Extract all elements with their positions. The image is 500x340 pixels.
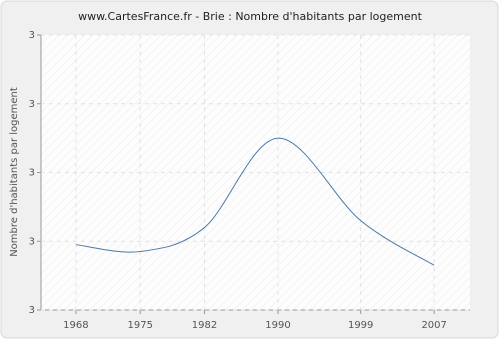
x-tick-label: 1999 xyxy=(348,320,373,331)
x-tick-label: 1975 xyxy=(127,320,152,331)
chart-title: www.CartesFrance.fr - Brie : Nombre d'ha… xyxy=(78,10,423,23)
data-line xyxy=(75,137,435,266)
x-tick-label: 2007 xyxy=(421,320,446,331)
y-tick-label: 3 xyxy=(29,168,35,179)
y-axis-label: Nombre d'habitants par logement xyxy=(9,87,20,257)
y-tick-label: 3 xyxy=(29,30,35,41)
y-tick-label: 3 xyxy=(29,99,35,110)
plot-area xyxy=(41,35,470,310)
y-tick-label: 3 xyxy=(29,236,35,247)
x-tick-label: 1982 xyxy=(192,320,217,331)
y-tick-label: 3 xyxy=(29,305,35,316)
x-tick-label: 1990 xyxy=(265,320,290,331)
x-tick-label: 1968 xyxy=(63,320,88,331)
